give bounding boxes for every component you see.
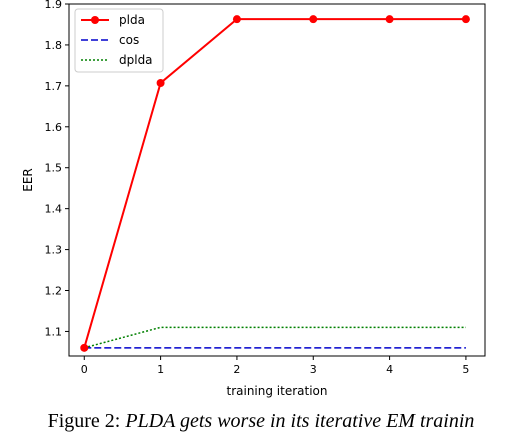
x-tick-label: 0 <box>81 363 88 376</box>
series-layer <box>80 15 470 352</box>
data-point-plda <box>156 78 165 87</box>
figure-caption: Figure 2: PLDA gets worse in its iterati… <box>0 410 522 432</box>
x-tick-label: 2 <box>233 363 240 376</box>
legend-label-cos: cos <box>119 33 139 47</box>
y-tick-label: 1.1 <box>45 325 63 338</box>
data-point-plda <box>461 15 470 24</box>
y-tick-label: 1.6 <box>45 121 63 134</box>
series-line-dplda <box>84 326 466 349</box>
legend-marker-plda <box>91 16 99 24</box>
legend-label-plda: plda <box>119 13 145 27</box>
y-axis-label: EER <box>21 168 35 192</box>
series-line-plda <box>83 18 466 349</box>
data-point-plda <box>385 15 394 24</box>
legend-label-dplda: dplda <box>119 53 153 67</box>
y-tick-label: 1.9 <box>45 0 63 11</box>
y-tick-label: 1.5 <box>45 162 63 175</box>
y-tick-label: 1.3 <box>45 244 63 257</box>
caption-prefix: Figure 2: <box>47 410 126 432</box>
x-tick-label: 3 <box>310 363 317 376</box>
x-tick-label: 4 <box>386 363 393 376</box>
y-tick-label: 1.4 <box>45 203 63 216</box>
x-tick-label: 5 <box>462 363 469 376</box>
eer-line-chart: 0 1 2 3 4 5 1.1 1.2 1.3 1.4 1.5 1.6 1.7 1.8 1.9 traini… <box>21 0 486 398</box>
axis-ticks: 0 1 2 3 4 5 1.1 1.2 1.3 1.4 1.5 1.6 1.7 1.8 1.9 <box>45 0 470 376</box>
x-tick-label: 1 <box>157 363 164 376</box>
data-point-plda <box>80 343 89 352</box>
legend: plda cos dplda <box>74 8 164 73</box>
y-tick-label: 1.2 <box>45 285 63 298</box>
data-point-plda <box>232 15 241 24</box>
plot-area-frame <box>68 3 486 357</box>
legend-box <box>74 8 164 73</box>
y-tick-label: 1.7 <box>45 80 63 93</box>
x-axis-label: training iteration <box>227 384 328 398</box>
y-tick-label: 1.8 <box>45 39 63 52</box>
data-point-plda <box>309 15 318 24</box>
caption-italic-text: PLDA gets worse in its iterative EM trai… <box>125 410 475 432</box>
